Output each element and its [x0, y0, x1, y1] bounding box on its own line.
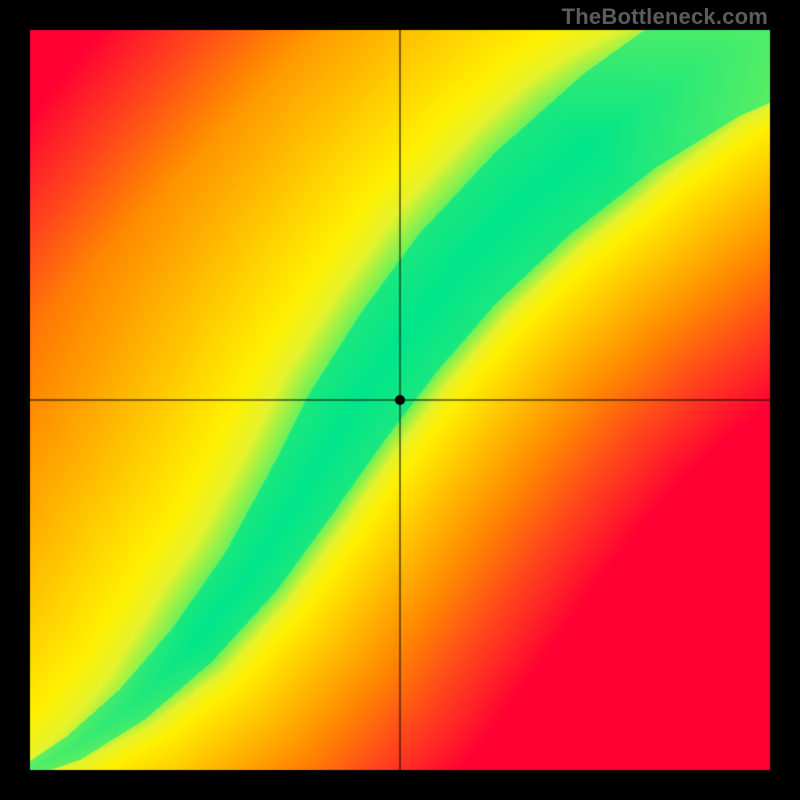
watermark-text: TheBottleneck.com	[562, 4, 768, 30]
heatmap-canvas	[0, 0, 800, 800]
chart-container: TheBottleneck.com	[0, 0, 800, 800]
